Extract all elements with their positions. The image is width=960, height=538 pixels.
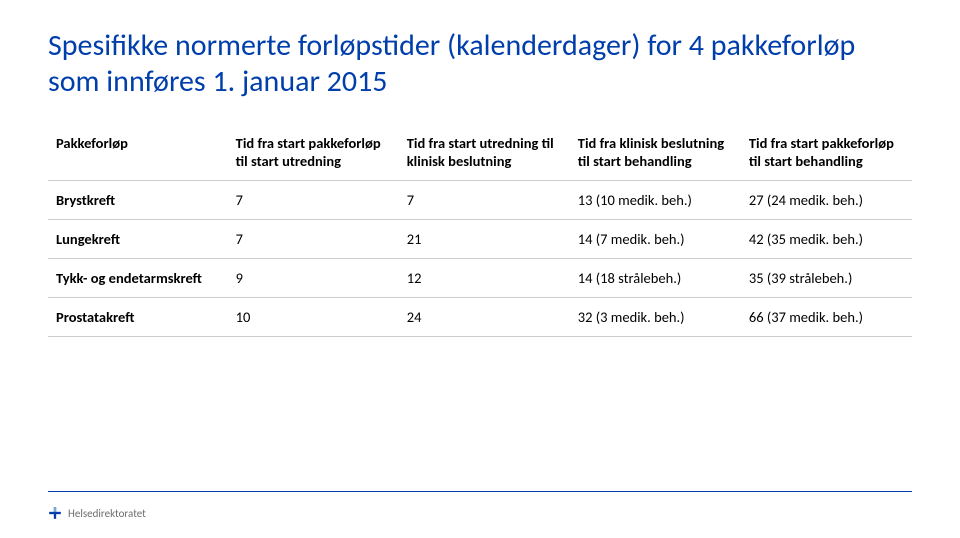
cell: 12 [399, 259, 570, 298]
cell: 9 [228, 259, 399, 298]
col-header-start-utredning: Tid fra start pakkeforløp til start utre… [228, 124, 399, 181]
col-header-start-behandling: Tid fra klinisk beslutning til start beh… [570, 124, 741, 181]
helsedirektoratet-logo-icon [48, 506, 62, 520]
cell: 10 [228, 298, 399, 337]
table-row: Lungekreft 7 21 14 (7 medik. beh.) 42 (3… [48, 220, 912, 259]
forlopstider-table: Pakkeforløp Tid fra start pakkeforløp ti… [48, 124, 912, 337]
cell: 13 (10 medik. beh.) [570, 181, 741, 220]
row-label: Tykk- og endetarmskreft [48, 259, 228, 298]
row-label: Lungekreft [48, 220, 228, 259]
table-header-row: Pakkeforløp Tid fra start pakkeforløp ti… [48, 124, 912, 181]
table-row: Tykk- og endetarmskreft 9 12 14 (18 strå… [48, 259, 912, 298]
cell: 14 (18 strålebeh.) [570, 259, 741, 298]
table-row: Brystkreft 7 7 13 (10 medik. beh.) 27 (2… [48, 181, 912, 220]
cell: 7 [399, 181, 570, 220]
cell: 7 [228, 181, 399, 220]
footer-org-name: Helsedirektoratet [68, 507, 146, 520]
cell: 14 (7 medik. beh.) [570, 220, 741, 259]
cell: 21 [399, 220, 570, 259]
page-title: Spesifikke normerte forløpstider (kalend… [48, 28, 912, 100]
cell: 24 [399, 298, 570, 337]
cell: 27 (24 medik. beh.) [741, 181, 912, 220]
slide: Spesifikke normerte forløpstider (kalend… [0, 0, 960, 538]
footer-divider [48, 491, 912, 492]
cell: 35 (39 strålebeh.) [741, 259, 912, 298]
col-header-klinisk-beslutning: Tid fra start utredning til klinisk besl… [399, 124, 570, 181]
cell: 32 (3 medik. beh.) [570, 298, 741, 337]
cell: 42 (35 medik. beh.) [741, 220, 912, 259]
col-header-total: Tid fra start pakkeforløp til start beha… [741, 124, 912, 181]
row-label: Prostatakreft [48, 298, 228, 337]
cell: 66 (37 medik. beh.) [741, 298, 912, 337]
footer: Helsedirektoratet [48, 506, 146, 520]
col-header-pakkeforlop: Pakkeforløp [48, 124, 228, 181]
cell: 7 [228, 220, 399, 259]
table-row: Prostatakreft 10 24 32 (3 medik. beh.) 6… [48, 298, 912, 337]
row-label: Brystkreft [48, 181, 228, 220]
